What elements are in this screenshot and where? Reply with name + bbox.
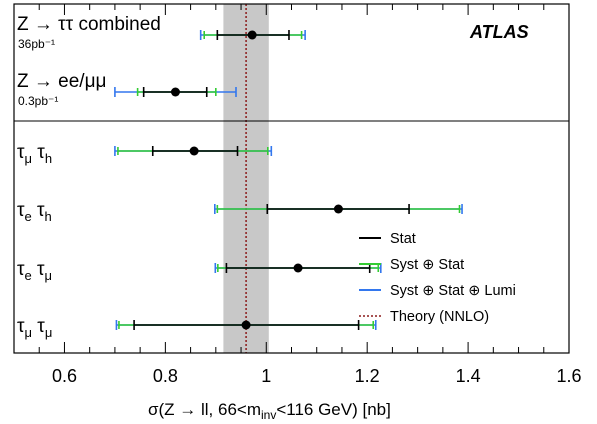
x-tick-label: 1 <box>261 366 271 386</box>
experiment-label: ATLAS <box>469 22 529 42</box>
x-axis-label: σ(Z → ll, 66<minv<116 GeV) [nb] <box>148 400 391 422</box>
legend-entry: Stat <box>390 231 416 247</box>
measurement-point <box>241 320 251 330</box>
legend-entry: Theory (NNLO) <box>390 309 489 325</box>
x-tick-label: 1.4 <box>456 366 481 386</box>
x-tick-label: 0.6 <box>52 366 77 386</box>
measurement-point <box>247 30 257 40</box>
luminosity-label: 0.3pb⁻¹ <box>18 94 58 108</box>
error-bars-layer <box>114 30 463 330</box>
measurement-point <box>170 87 180 97</box>
legend: Stat Syst ⊕ Stat Syst ⊕ Stat ⊕ Lumi Theory … <box>359 231 516 325</box>
theory-uncertainty-band <box>223 4 269 353</box>
legend-entry: Syst ⊕ Stat ⊕ Lumi <box>390 283 516 299</box>
channel-label: τμ τμ <box>17 316 52 340</box>
x-tick-label: 0.8 <box>153 366 178 386</box>
measurement-point <box>293 263 303 273</box>
x-tick-label: 1.2 <box>355 366 380 386</box>
measurement-point <box>189 146 199 156</box>
labels-layer: 0.6 0.8 1 1.2 1.4 1.6 Z → ττ combined 36pb⁻¹ Z →… <box>17 14 582 386</box>
legend-entry: Syst ⊕ Stat <box>390 257 464 273</box>
measurement-point <box>333 204 343 214</box>
theory-band-layer <box>223 4 269 353</box>
channel-label: τe τh <box>17 200 52 224</box>
measurement-label: Z → ττ combined <box>17 14 161 35</box>
measurement-label: Z → ee/μμ <box>17 71 106 92</box>
plot-frame-layer <box>13 3 570 354</box>
channel-label: τe τμ <box>17 259 52 283</box>
channel-label: τμ τh <box>17 142 52 166</box>
x-tick-label: 1.6 <box>556 366 581 386</box>
plot-frame <box>13 3 570 354</box>
luminosity-label: 36pb⁻¹ <box>18 37 55 51</box>
